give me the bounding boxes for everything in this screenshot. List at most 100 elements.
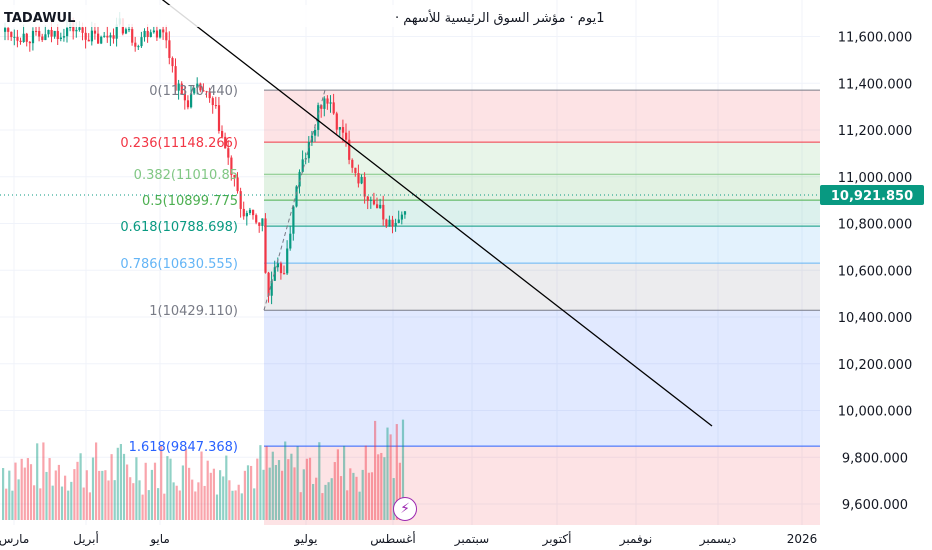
volume-bar — [302, 469, 305, 520]
candle-body — [202, 90, 205, 92]
fib-zone-below — [264, 446, 820, 525]
y-tick-label: 11,000.000 — [838, 171, 912, 186]
trendline[interactable] — [150, 0, 713, 427]
volume-bar — [54, 470, 57, 520]
volume-bar — [126, 464, 129, 520]
candle-body — [196, 83, 199, 88]
candle-body — [149, 32, 152, 38]
candle-body — [193, 87, 196, 94]
x-tick-label: مايو — [149, 532, 170, 547]
volume-bar — [45, 471, 48, 520]
volume-bar — [370, 472, 374, 520]
candle-body — [400, 214, 403, 220]
candle-body — [87, 39, 90, 42]
y-tick-label: 9,600.000 — [842, 498, 908, 513]
volume-bar — [367, 472, 370, 520]
chart-title: 1يوم · مؤشر السوق الرئيسية للأسهم · — [395, 9, 604, 26]
volume-bar — [333, 462, 336, 520]
volume-bar — [209, 472, 212, 520]
volume-bar — [237, 484, 240, 520]
volume-bar — [5, 488, 8, 520]
y-tick-label: 11,200.000 — [838, 124, 912, 139]
candle-body — [31, 30, 35, 44]
candle-body — [59, 37, 62, 40]
candle-body — [357, 173, 360, 184]
volume-bar — [110, 454, 113, 520]
candle-body — [10, 31, 13, 38]
volume-bar — [203, 485, 206, 520]
volume-bar — [172, 482, 175, 520]
candle-body — [53, 30, 56, 37]
volume-bar — [277, 460, 281, 520]
candle-body — [388, 219, 391, 227]
candle-body — [298, 171, 301, 187]
candle-body — [217, 105, 221, 132]
candle-body — [162, 29, 165, 33]
x-tick-label: أغسطس — [370, 531, 415, 547]
volume-bar — [327, 482, 330, 520]
volume-bar — [101, 470, 104, 520]
candle-body — [106, 35, 109, 38]
volume-bar — [318, 442, 321, 520]
volume-bar — [321, 493, 324, 520]
candle-body — [159, 29, 162, 38]
x-tick-label: نوفمبر — [619, 532, 652, 547]
candle-body — [363, 177, 366, 197]
y-tick-label: 10,400.000 — [838, 311, 912, 326]
candle-body — [335, 113, 338, 130]
volume-bar — [395, 424, 398, 520]
candle-body — [140, 37, 143, 47]
volume-bar — [76, 461, 79, 520]
volume-bar — [48, 458, 51, 520]
candle-body — [283, 273, 286, 275]
replay-lightning-icon[interactable]: ⚡ — [393, 497, 417, 521]
candle-body — [208, 91, 211, 99]
volume-bar — [160, 445, 163, 520]
x-tick-label: سبتمبر — [454, 532, 489, 547]
fib-label-0: 0(11370.440) — [149, 84, 238, 99]
candle-body — [248, 209, 252, 214]
candle-body — [391, 219, 394, 227]
candle-body — [230, 157, 233, 175]
volume-bar — [116, 447, 119, 520]
volume-bar — [17, 479, 20, 520]
candle-body — [75, 29, 78, 32]
volume-bar — [11, 490, 14, 520]
x-tick-label: أبريل — [73, 531, 99, 547]
candle-body — [134, 42, 137, 47]
candle-body — [341, 127, 345, 133]
y-tick-label: 10,000.000 — [838, 405, 912, 420]
candle-body — [295, 186, 298, 207]
volume-bar — [194, 491, 197, 520]
volume-bar — [188, 467, 191, 520]
candle-body — [25, 33, 28, 42]
candle-body — [227, 148, 230, 158]
volume-bar — [389, 434, 392, 520]
candle-body — [317, 105, 320, 130]
volume-bar — [212, 468, 215, 520]
volume-bar — [281, 470, 284, 520]
candle-body — [236, 177, 239, 192]
candle-body — [152, 30, 155, 33]
candle-body — [109, 35, 112, 38]
volume-bar — [122, 453, 126, 520]
volume-bar — [383, 457, 386, 520]
volume-bar — [79, 453, 82, 520]
candle-body — [38, 30, 41, 37]
candle-body — [264, 218, 267, 273]
volume-bar — [250, 465, 253, 520]
candle-body — [205, 91, 208, 93]
volume-bar — [290, 453, 293, 520]
candle-body — [326, 98, 329, 104]
candle-body — [385, 219, 388, 227]
candle-body — [279, 263, 283, 274]
candle-body — [286, 248, 289, 274]
candle-body — [338, 127, 341, 130]
volume-bar — [88, 492, 91, 520]
volume-bar — [231, 490, 234, 520]
candle-body — [239, 191, 242, 209]
candle-body — [314, 129, 317, 136]
volume-bar — [57, 464, 60, 520]
y-tick-label: 9,800.000 — [842, 451, 908, 466]
